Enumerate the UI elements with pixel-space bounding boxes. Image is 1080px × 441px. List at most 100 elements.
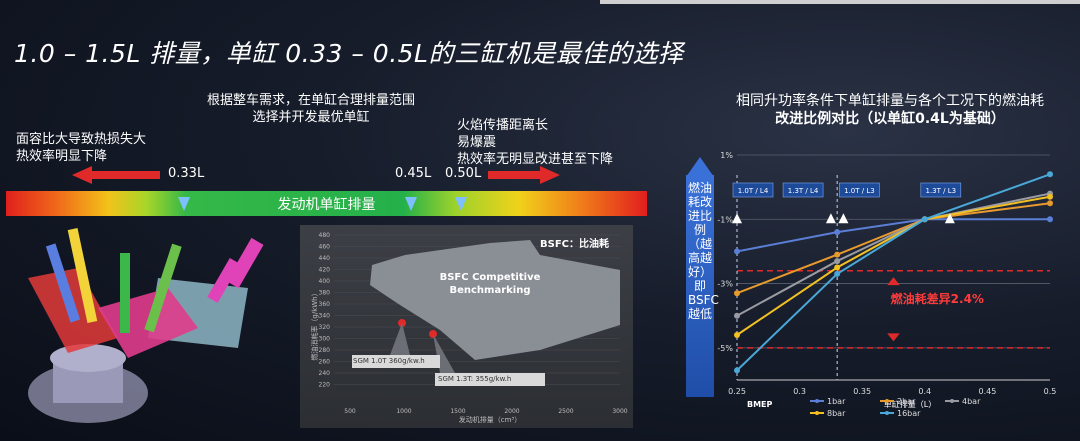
center-desc-line: 选择并开发最优单缸	[252, 110, 370, 125]
series-point-1bar	[734, 248, 740, 255]
reference-triangle	[732, 213, 742, 224]
bsfc-chart: 480 460 440 420 400 380 360 340 320 300 280 260 240 2…	[319, 232, 628, 415]
series-point-16bar	[834, 270, 841, 277]
annotation-arrow-up	[887, 277, 900, 286]
series-point-2bar	[1047, 200, 1053, 207]
bsfc-y-tick: 380	[319, 290, 331, 297]
bsfc-x-tick: 2000	[504, 408, 519, 415]
series-point-16bar	[1047, 171, 1053, 178]
bsfc-y-tick: 460	[319, 244, 331, 251]
marker-triangle	[405, 197, 417, 211]
x-tick-label: 0.5	[1044, 387, 1057, 396]
bsfc-x-axis-label: 发动机排量（cm³）	[458, 416, 522, 424]
y-tick-label: -3%	[717, 280, 733, 289]
bsfc-y-tick: 260	[319, 359, 331, 366]
legend-label-1bar: 1bar	[827, 397, 846, 406]
right-red-arrow	[488, 166, 560, 184]
right-title-line: 相同升功率条件下单缸排量与各个工况下的燃油耗	[736, 93, 1044, 109]
series-line-16bar	[736, 173, 1051, 372]
legend-marker-16bar	[885, 411, 889, 415]
x-tick-label: 0.25	[728, 387, 746, 396]
series-point-4bar	[734, 312, 740, 319]
series-point-4bar	[834, 258, 841, 265]
top-divider	[600, 0, 1080, 4]
marker-label-033: 0.33L	[168, 166, 205, 181]
bsfc-box-text: BSFC Competitive Benchmarking	[420, 271, 560, 297]
bsfc-box-line: BSFC Competitive	[439, 272, 541, 283]
legend-label-2bar: 2bar	[897, 397, 916, 406]
legend-marker-2bar	[885, 399, 889, 403]
config-box	[839, 182, 880, 198]
vertical-bar	[686, 175, 714, 397]
y-tick-label: -1%	[717, 215, 733, 224]
bsfc-x-tick: 1500	[450, 408, 465, 415]
bsfc-x-tick: 500	[344, 408, 356, 415]
x-tick-label: 0.45	[978, 387, 996, 396]
series-line-2bar	[736, 202, 1051, 295]
bsfc-benchmark-area	[370, 240, 620, 360]
series-point-1bar	[834, 229, 841, 236]
bsfc-y-tick: 420	[319, 267, 331, 274]
config-box-label: 1.3T / L4	[788, 187, 819, 195]
bsfc-x-tick: 2500	[558, 408, 573, 415]
series-point-16bar	[734, 367, 740, 374]
legend-label-4bar: 4bar	[962, 397, 981, 406]
bsfc-y-tick: 240	[319, 370, 331, 377]
bsfc-y-tick: 300	[319, 336, 331, 343]
series-point-8bar	[834, 264, 841, 271]
config-box	[782, 182, 824, 198]
right-desc-line: 热效率无明显改进甚至下降	[457, 152, 614, 167]
left-desc-line: 面容比大导致热损失大	[16, 132, 147, 147]
marker-triangle	[455, 197, 467, 211]
bsfc-y-axis-label: 燃油消耗率（g/kWh）	[311, 289, 319, 361]
series-point-16bar	[921, 216, 928, 223]
config-box-label: 1.0T / L4	[738, 187, 769, 195]
legend-label-8bar: 8bar	[827, 409, 846, 418]
engine-illustration	[28, 228, 264, 423]
vertical-label-text: 燃油耗改进比例（越高越好）即 BSFC 越低	[688, 181, 719, 321]
reference-triangle	[838, 213, 849, 224]
series-line-1bar	[736, 218, 1050, 253]
series-point-1bar	[1047, 216, 1053, 223]
series-point-2bar	[734, 290, 740, 297]
vertical-arrow	[686, 157, 714, 177]
page-title: 1.0 – 1.5L 排量，单缸 0.33 – 0.5L的三缸机是最佳的选择	[14, 39, 684, 68]
left-desc-line: 热效率明显下降	[16, 149, 108, 164]
config-box-label: 1.0T / L3	[844, 187, 875, 195]
bsfc-box-line: Benchmarking	[449, 285, 531, 296]
bsfc-y-tick: 340	[319, 313, 331, 320]
bsfc-y-tick: 400	[319, 278, 331, 285]
right-description: 火焰传播距离长 易爆震 热效率无明显改进甚至下降	[457, 117, 613, 168]
bsfc-tag: BSFC：比油耗	[540, 239, 609, 250]
bsfc-x-tick: 3000	[612, 408, 627, 415]
left-red-arrow	[72, 166, 160, 184]
legend-label-16bar: 16bar	[897, 409, 921, 418]
center-desc-line: 根据整车需求，在单缸合理排量范围	[206, 93, 415, 108]
marker-label-045: 0.45L	[395, 166, 432, 181]
y-tick-label: -5%	[717, 344, 733, 353]
x-tick-label: 0.4	[918, 387, 931, 396]
band-label: 发动机单缸排量	[277, 197, 376, 213]
bsfc-y-tick: 440	[319, 255, 331, 262]
x-tick-label: 0.35	[853, 387, 871, 396]
callout-13t: SGM 1.3T: 355g/kw.h	[438, 375, 512, 383]
vertical-label: 燃油耗改进比例（越高越好）即 BSFC 越低	[686, 157, 719, 402]
legend-marker-4bar	[950, 399, 954, 403]
config-box	[920, 182, 962, 198]
series-line-4bar	[736, 192, 1051, 317]
legend-marker-1bar	[815, 399, 819, 403]
bsfc-y-tick: 360	[319, 301, 331, 308]
bsfc-y-tick: 280	[319, 347, 331, 354]
marker-triangle	[178, 197, 190, 211]
left-description: 面容比大导致热损失大 热效率明显下降	[16, 131, 146, 165]
x-axis-label: 单缸排量（L）	[884, 399, 936, 409]
annotation-arrow-down	[887, 333, 900, 342]
x-tick-label: 0.3	[793, 387, 806, 396]
series-line-8bar	[736, 195, 1051, 336]
bsfc-y-tick: 320	[319, 324, 331, 331]
legend-title: BMEP	[747, 400, 773, 409]
y-tick-label: 1%	[720, 151, 733, 160]
right-desc-line: 易爆震	[457, 135, 497, 150]
center-description: 根据整车需求，在单缸合理排量范围 选择并开发最优单缸	[166, 92, 456, 126]
series-point-8bar	[734, 332, 740, 338]
